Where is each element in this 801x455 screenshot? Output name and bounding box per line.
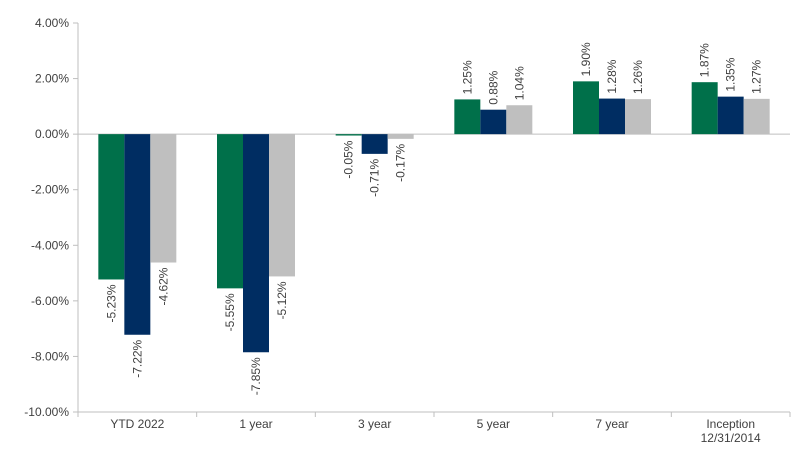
data-label: 1.90%	[579, 42, 593, 76]
bar-series-2	[717, 96, 744, 135]
bar-series-1	[98, 134, 125, 280]
bar-series-1	[691, 82, 718, 135]
bar-series-1	[454, 99, 481, 135]
bar-series-1	[573, 81, 599, 135]
category-label: YTD 2022	[110, 417, 164, 431]
data-label: -7.85%	[249, 357, 263, 395]
bar-series-2	[361, 134, 388, 154]
data-label: -0.17%	[394, 144, 408, 182]
bar-series-1	[217, 134, 243, 289]
data-label: -0.71%	[368, 159, 382, 197]
bar-series-1	[335, 134, 362, 136]
y-tick-label: -6.00%	[31, 294, 69, 308]
axes: 4.00% 2.00% 0.00% -2.00% -4.00% -6.00% -8.00% -…	[24, 16, 791, 445]
bar-series-3	[506, 105, 533, 135]
category-label: Inception	[706, 417, 755, 431]
data-label: 1.35%	[724, 57, 738, 91]
data-label: -7.22%	[130, 339, 144, 377]
bar-series-3	[743, 98, 770, 135]
bar-series-3	[150, 134, 177, 263]
data-labels: -5.23% -5.55% -0.05% 1.25% 1.90% 1.87% -7.22% -…	[104, 42, 763, 395]
y-tick-label: 4.00%	[35, 16, 69, 30]
category-label: 3 year	[358, 417, 391, 431]
data-label: 1.04%	[512, 66, 526, 100]
data-label: -5.23%	[104, 284, 118, 322]
bar-series-3	[269, 134, 295, 277]
data-label: -5.55%	[223, 293, 237, 331]
bar-series-2	[480, 109, 507, 135]
bar-series-3	[387, 134, 414, 139]
data-label: 1.28%	[605, 59, 619, 93]
data-label: -5.12%	[275, 281, 289, 319]
y-tick-label: -2.00%	[31, 183, 69, 197]
bar-series-2	[243, 134, 269, 353]
bar-series-2	[124, 134, 151, 335]
data-label: -0.05%	[342, 140, 356, 178]
category-label: 5 year	[477, 417, 510, 431]
data-label: -4.62%	[156, 267, 170, 305]
bar-series-2	[599, 98, 625, 135]
data-label: 0.88%	[486, 70, 500, 104]
bars	[98, 81, 770, 353]
data-label: 1.27%	[750, 59, 764, 93]
y-tick-label: -10.00%	[24, 405, 69, 419]
category-label: 7 year	[595, 417, 628, 431]
data-label: 1.25%	[460, 60, 474, 94]
category-label: 1 year	[239, 417, 272, 431]
bar-series-3	[625, 99, 651, 135]
category-label: 12/31/2014	[701, 431, 761, 445]
y-tick-label: 0.00%	[35, 127, 69, 141]
data-label: 1.26%	[631, 60, 645, 94]
y-tick-label: -4.00%	[31, 238, 69, 252]
y-tick-label: 2.00%	[35, 72, 69, 86]
y-tick-label: -8.00%	[31, 349, 69, 363]
data-label: 1.87%	[698, 43, 712, 77]
